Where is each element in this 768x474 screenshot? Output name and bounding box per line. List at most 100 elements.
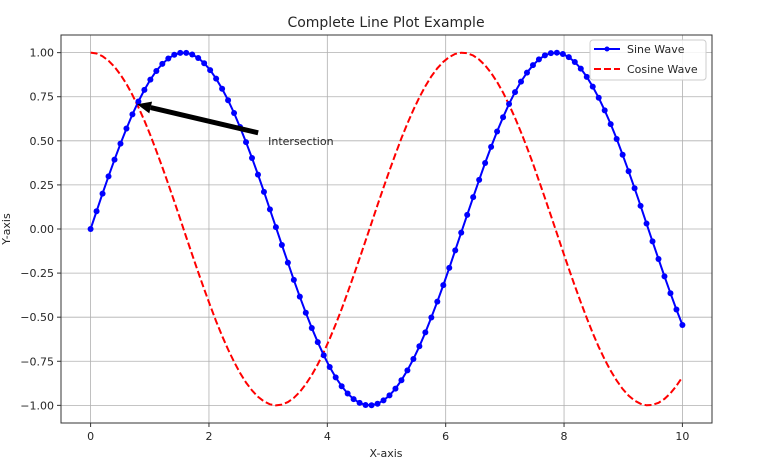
sine-point bbox=[284, 259, 291, 266]
legend-sine-marker bbox=[604, 46, 610, 52]
x-tick-label: 2 bbox=[205, 430, 212, 443]
sine-point bbox=[231, 110, 238, 117]
sine-point bbox=[105, 173, 112, 180]
sine-point bbox=[482, 160, 489, 167]
sine-point bbox=[440, 282, 447, 289]
sine-point bbox=[207, 67, 214, 74]
sine-point bbox=[470, 194, 477, 201]
sine-point bbox=[219, 85, 226, 92]
sine-point bbox=[541, 52, 548, 59]
annotation-text: Intersection bbox=[268, 135, 333, 148]
sine-point bbox=[476, 176, 483, 183]
sine-point bbox=[87, 226, 94, 232]
x-axis-label: X-axis bbox=[370, 447, 403, 460]
y-tick-label: 0.00 bbox=[30, 223, 55, 236]
sine-point bbox=[177, 49, 184, 56]
sine-point bbox=[518, 78, 525, 85]
sine-point bbox=[123, 125, 130, 132]
sine-point bbox=[553, 49, 560, 56]
sine-point bbox=[374, 400, 381, 407]
sine-point bbox=[99, 190, 106, 197]
sine-point bbox=[512, 89, 519, 96]
sine-point bbox=[260, 188, 267, 195]
sine-point bbox=[416, 343, 423, 350]
sine-point bbox=[386, 392, 393, 399]
grid bbox=[61, 35, 712, 423]
sine-point bbox=[583, 73, 590, 80]
annotation-arrow-head bbox=[137, 101, 153, 114]
sine-point bbox=[506, 101, 513, 108]
x-tick-label: 8 bbox=[561, 430, 568, 443]
cosine-wave-line bbox=[90, 51, 684, 407]
sine-point bbox=[434, 298, 441, 305]
y-axis-label: Y-axis bbox=[0, 213, 13, 246]
sine-point bbox=[314, 339, 321, 346]
sine-point bbox=[153, 67, 160, 74]
sine-point bbox=[380, 397, 387, 404]
sine-point bbox=[422, 329, 429, 336]
sine-point bbox=[625, 168, 632, 175]
sine-point bbox=[189, 51, 196, 58]
legend-cosine-label: Cosine Wave bbox=[627, 63, 698, 76]
sine-point bbox=[619, 151, 626, 158]
sine-point bbox=[356, 399, 363, 406]
y-tick-label: 1.00 bbox=[30, 47, 55, 60]
legend: Sine Wave Cosine Wave bbox=[589, 39, 707, 81]
sine-point bbox=[643, 220, 650, 227]
sine-point bbox=[559, 51, 566, 58]
sine-point bbox=[649, 238, 656, 245]
sine-point bbox=[320, 352, 327, 359]
sine-point bbox=[278, 241, 285, 248]
sine-point bbox=[613, 135, 620, 142]
sine-point bbox=[332, 374, 339, 381]
sine-point bbox=[213, 75, 220, 82]
sine-point bbox=[529, 62, 536, 69]
sine-point bbox=[488, 143, 495, 150]
sine-point bbox=[344, 390, 351, 397]
sine-point bbox=[655, 256, 662, 263]
y-tick-label: −0.50 bbox=[20, 311, 54, 324]
sine-point bbox=[135, 98, 142, 105]
sine-point bbox=[362, 401, 369, 408]
y-tick-label: 0.75 bbox=[30, 91, 55, 104]
y-tick-label: −1.00 bbox=[20, 399, 54, 412]
sine-point bbox=[201, 60, 208, 67]
ticks: 0 2 4 6 8 10 1.00 0.75 0.50 0.25 0.00 −0.25 −0.50 −0.… bbox=[20, 47, 689, 443]
sine-point bbox=[410, 355, 417, 362]
sine-point bbox=[254, 171, 261, 178]
sine-point bbox=[183, 49, 190, 56]
sine-point bbox=[398, 377, 405, 384]
sine-point bbox=[631, 185, 638, 192]
sine-point bbox=[296, 293, 303, 300]
sine-point bbox=[458, 229, 465, 236]
sine-point bbox=[464, 211, 471, 218]
x-tick-label: 6 bbox=[442, 430, 449, 443]
sine-point bbox=[111, 156, 118, 163]
sine-point bbox=[147, 76, 154, 83]
sine-point bbox=[350, 396, 357, 403]
sine-point bbox=[547, 50, 554, 57]
chart-title: Complete Line Plot Example bbox=[287, 15, 484, 31]
series-group bbox=[87, 49, 686, 409]
sine-point bbox=[679, 321, 686, 328]
sine-point bbox=[494, 128, 501, 135]
sine-point bbox=[523, 69, 530, 76]
sine-point bbox=[338, 383, 345, 390]
sine-point bbox=[326, 364, 333, 371]
sine-point bbox=[565, 54, 572, 61]
sine-point bbox=[308, 324, 315, 331]
sine-point bbox=[141, 86, 148, 93]
sine-point bbox=[607, 121, 614, 128]
sine-point bbox=[428, 314, 435, 321]
sine-point bbox=[637, 202, 644, 209]
y-tick-label: −0.75 bbox=[20, 355, 54, 368]
sine-point bbox=[302, 309, 309, 316]
sine-point bbox=[535, 56, 542, 63]
sine-point bbox=[195, 55, 202, 62]
sine-point bbox=[595, 94, 602, 101]
x-tick-label: 10 bbox=[675, 430, 689, 443]
sine-point bbox=[577, 65, 584, 72]
legend-sine-label: Sine Wave bbox=[627, 43, 685, 56]
sine-point bbox=[661, 273, 668, 280]
